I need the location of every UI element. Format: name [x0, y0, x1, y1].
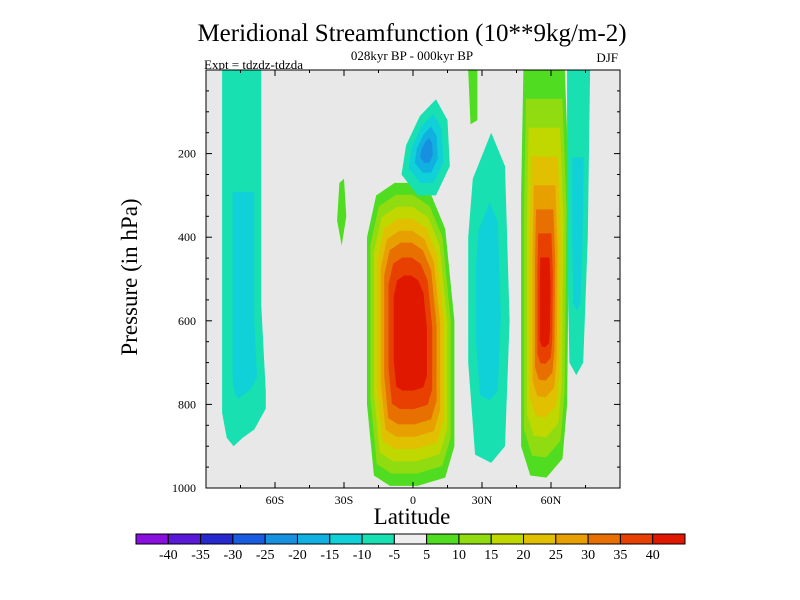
x-tick-label-60n: 60N	[541, 493, 562, 507]
colorbar-label: -25	[256, 548, 275, 563]
colorbar-label: -15	[320, 548, 339, 563]
colorbar-label: 30	[581, 548, 595, 563]
colorbar-label: 15	[484, 548, 498, 563]
x-tick-label-30n: 30N	[472, 493, 493, 507]
contour-fill-layer	[222, 70, 591, 486]
colorbar-label: -40	[159, 548, 178, 563]
y-tick-label-800: 800	[178, 397, 196, 411]
colorbar-swatch	[458, 533, 492, 545]
colorbar-label: 5	[423, 548, 430, 563]
colorbar-label: 10	[452, 548, 466, 563]
experiment-label: Expt = tdzdz-tdzda	[204, 57, 303, 72]
colorbar-swatch	[200, 533, 234, 545]
colorbar-swatch	[490, 533, 525, 545]
colorbar-swatch	[167, 533, 202, 545]
x-axis-label: Latitude	[374, 504, 451, 529]
season-label: DJF	[596, 50, 618, 65]
contour-band	[232, 191, 257, 399]
y-tick-label-200: 200	[178, 147, 196, 161]
contour-band	[337, 178, 347, 246]
x-tick-label-0: 0	[410, 493, 416, 507]
colorbar-swatch	[393, 533, 428, 545]
y-tick-label-400: 400	[178, 230, 196, 244]
colorbar-label: -35	[191, 548, 210, 563]
colorbar-label: 25	[549, 548, 563, 563]
colorbar-label: 35	[613, 548, 627, 563]
colorbar-label: 40	[646, 548, 660, 563]
colorbar-label: -20	[288, 548, 307, 563]
y-axis-label: Pressure (in hPa)	[117, 198, 142, 355]
colorbar-swatch	[426, 533, 460, 545]
colorbar-swatch	[652, 533, 686, 545]
y-tick-label-600: 600	[178, 314, 196, 328]
colorbar-swatch	[135, 533, 169, 545]
contour-band	[539, 257, 551, 348]
chart-subtitle: 028kyr BP - 000kyr BP	[351, 48, 473, 63]
colorbar-swatch	[555, 533, 589, 545]
colorbar-label: -10	[353, 548, 372, 563]
colorbar-swatch	[361, 533, 395, 545]
x-tick-label-60s: 60S	[266, 493, 285, 507]
colorbar-swatch	[329, 533, 363, 545]
colorbar-swatch	[232, 533, 266, 545]
contour-band	[420, 137, 433, 163]
colorbar-swatch	[619, 533, 654, 545]
colorbar-swatch	[523, 533, 557, 545]
x-tick-label-30s: 30S	[335, 493, 354, 507]
colorbar-label: -5	[389, 548, 401, 563]
contour-band	[468, 70, 478, 125]
colorbar-label: -30	[224, 548, 243, 563]
contour-band	[393, 275, 427, 391]
colorbar-swatch	[587, 533, 621, 545]
colorbar-label: 20	[517, 548, 531, 563]
contour-band	[572, 157, 584, 311]
colorbar	[135, 533, 686, 545]
axis-ticks	[205, 69, 621, 489]
contour-band	[475, 202, 501, 401]
y-tick-label-1000: 1000	[172, 481, 196, 495]
chart-title: Meridional Streamfunction (10**9kg/m-2)	[197, 20, 626, 47]
colorbar-swatch	[296, 533, 331, 545]
colorbar-swatch	[264, 533, 298, 545]
